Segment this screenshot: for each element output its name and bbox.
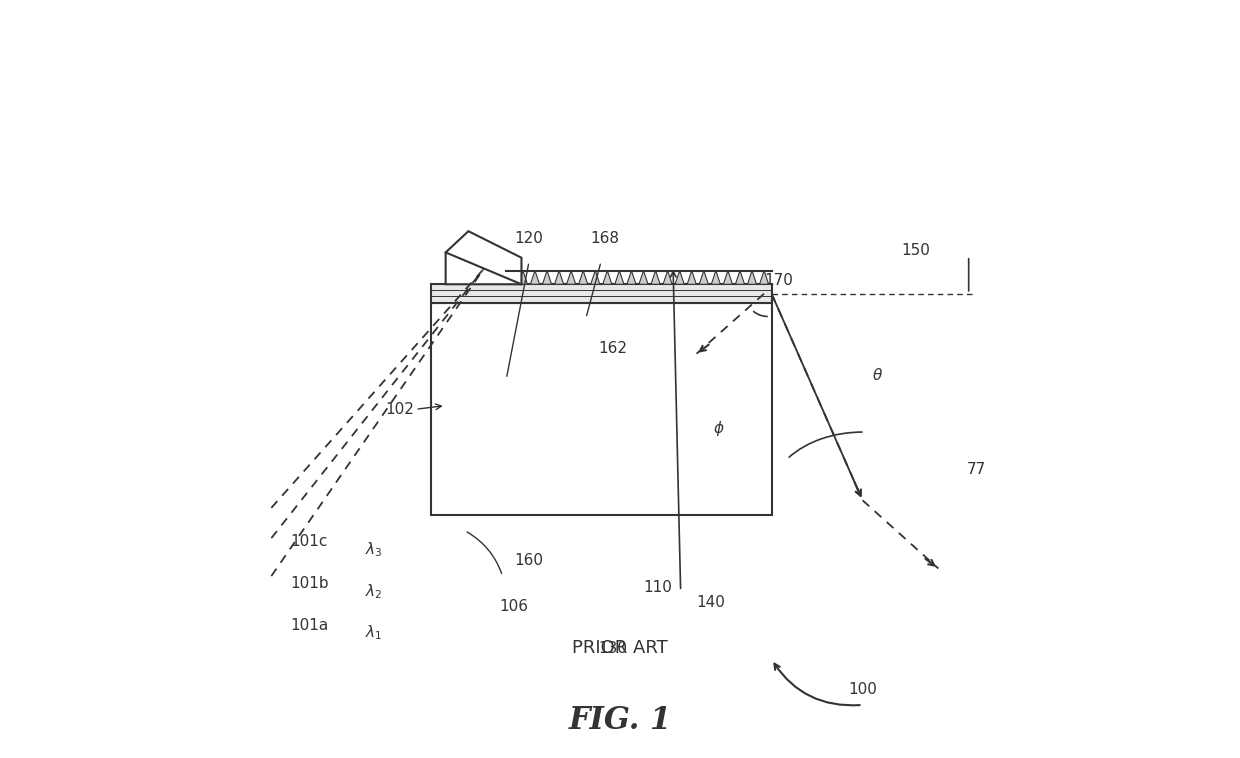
- Text: 102: 102: [386, 402, 414, 417]
- Polygon shape: [723, 271, 733, 284]
- Polygon shape: [639, 271, 649, 284]
- Text: 106: 106: [500, 599, 528, 614]
- Polygon shape: [603, 271, 611, 284]
- Polygon shape: [712, 271, 720, 284]
- Text: 101c: 101c: [290, 534, 327, 550]
- Polygon shape: [735, 271, 744, 284]
- Text: 160: 160: [515, 553, 543, 568]
- Text: 140: 140: [697, 595, 725, 610]
- Polygon shape: [506, 271, 516, 284]
- Polygon shape: [748, 271, 756, 284]
- Text: $\lambda_3$: $\lambda_3$: [365, 540, 382, 559]
- Polygon shape: [531, 271, 539, 284]
- Polygon shape: [542, 271, 552, 284]
- Polygon shape: [567, 271, 575, 284]
- Polygon shape: [675, 271, 684, 284]
- Text: $\lambda_2$: $\lambda_2$: [365, 582, 382, 600]
- Polygon shape: [760, 271, 769, 284]
- Polygon shape: [699, 271, 708, 284]
- Polygon shape: [430, 303, 771, 515]
- Text: 168: 168: [590, 231, 619, 246]
- Text: 101a: 101a: [290, 618, 329, 633]
- Polygon shape: [663, 271, 672, 284]
- Polygon shape: [579, 271, 588, 284]
- Polygon shape: [518, 271, 527, 284]
- Polygon shape: [430, 284, 771, 303]
- Text: 130: 130: [598, 641, 627, 656]
- Text: 110: 110: [644, 580, 672, 595]
- Polygon shape: [615, 271, 624, 284]
- Polygon shape: [627, 271, 636, 284]
- Text: 101b: 101b: [290, 576, 329, 591]
- Text: $\phi$: $\phi$: [713, 418, 724, 438]
- Polygon shape: [651, 271, 660, 284]
- Text: 100: 100: [848, 682, 877, 697]
- Polygon shape: [590, 271, 600, 284]
- Text: 170: 170: [765, 273, 794, 288]
- Polygon shape: [554, 271, 564, 284]
- Polygon shape: [445, 231, 522, 284]
- Text: PRIOR ART: PRIOR ART: [572, 639, 668, 657]
- Text: 120: 120: [515, 231, 543, 246]
- Text: 150: 150: [901, 243, 930, 258]
- Polygon shape: [687, 271, 697, 284]
- Text: 162: 162: [598, 341, 627, 356]
- Text: FIG. 1: FIG. 1: [568, 705, 672, 735]
- Text: $\theta$: $\theta$: [872, 367, 883, 384]
- Text: $\lambda_1$: $\lambda_1$: [365, 624, 382, 642]
- Text: 77: 77: [967, 462, 986, 478]
